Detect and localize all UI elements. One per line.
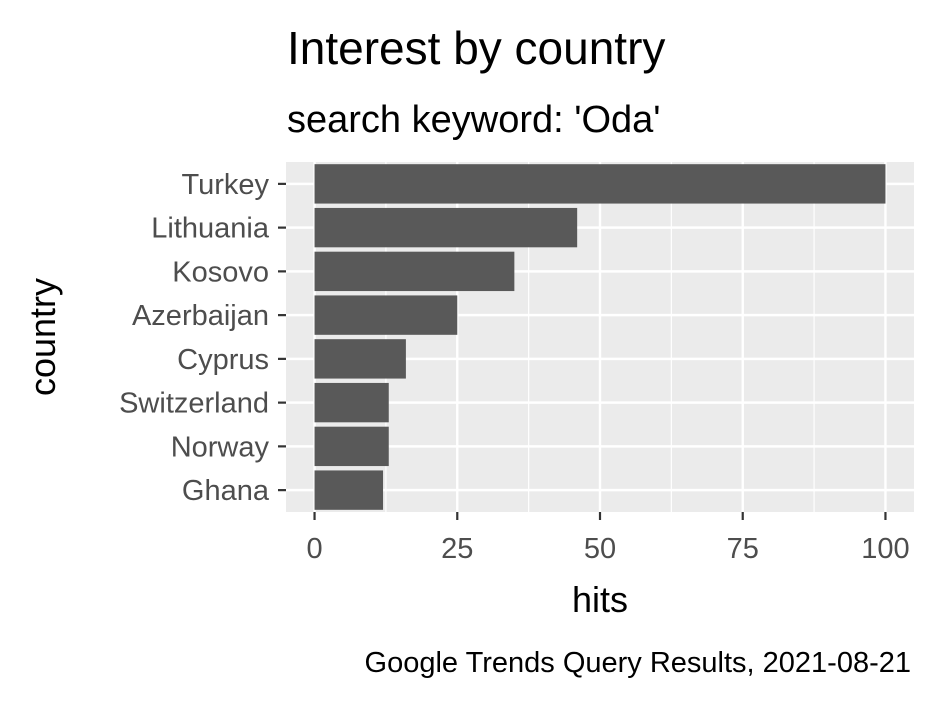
bar-ghana <box>314 470 384 510</box>
y-tick-label: Cyprus <box>177 344 269 376</box>
y-axis: Turkey Lithuania Kosovo Azerbaijan Cyprus Swi… <box>119 169 286 507</box>
y-tick-label: Ghana <box>182 475 270 507</box>
x-axis-title: hits <box>572 579 628 620</box>
x-tick-label: 100 <box>861 533 909 565</box>
y-tick-label: Norway <box>171 431 270 463</box>
bar-norway <box>314 426 389 467</box>
y-tick-label: Azerbaijan <box>132 300 269 332</box>
chart-caption: Google Trends Query Results, 2021-08-21 <box>365 647 911 679</box>
y-tick-label: Turkey <box>181 169 269 201</box>
x-tick-label: 0 <box>306 533 322 565</box>
x-tick-label: 75 <box>727 533 759 565</box>
bar-lithuania <box>314 207 578 248</box>
bars <box>314 164 886 510</box>
chart-subtitle: search keyword: 'Oda' <box>287 99 661 141</box>
y-tick-label: Kosovo <box>172 256 269 288</box>
chart-title: Interest by country <box>287 22 665 74</box>
bar-switzerland <box>314 382 389 423</box>
bar-turkey <box>314 164 886 204</box>
x-tick-label: 25 <box>441 533 473 565</box>
x-tick-label: 50 <box>584 533 616 565</box>
bar-cyprus <box>314 339 406 379</box>
x-axis: 0 25 50 75 100 <box>306 512 910 565</box>
bar-kosovo <box>314 251 515 292</box>
y-axis-title: country <box>22 278 63 396</box>
y-tick-label: Switzerland <box>119 388 269 420</box>
bar-azerbaijan <box>314 295 458 335</box>
y-tick-label: Lithuania <box>151 213 270 245</box>
